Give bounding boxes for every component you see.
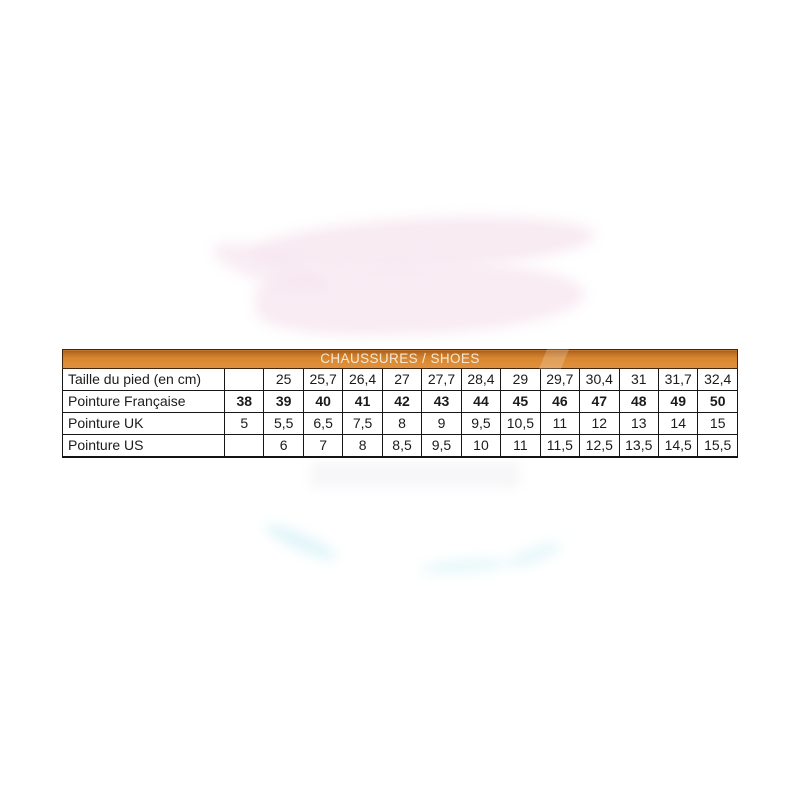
table-cell: 50	[697, 390, 738, 413]
table-cell: 43	[421, 390, 462, 413]
table-row: Pointure Française 38 39 40 41 42 43 44 45 46 47 48…	[62, 390, 738, 413]
table-cell: 13,5	[618, 434, 659, 458]
table-cell: 11	[500, 434, 541, 458]
table-cell: 8	[342, 434, 383, 458]
table-row: Pointure US 6 7 8 8,5 9,5 10 11 11,5 12,5 13,5 14,5…	[62, 434, 738, 458]
table-cell: 9,5	[421, 434, 462, 458]
table-title: CHAUSSURES / SHOES	[62, 349, 738, 369]
table-cell: 40	[302, 390, 344, 413]
table-cell: 5	[223, 412, 265, 435]
table-row: Pointure UK 5 5,5 6,5 7,5 8 9 9,5 10,5 11 12 13 14 15	[62, 412, 738, 435]
row-label: Pointure US	[62, 434, 225, 458]
table-cell: 14,5	[657, 434, 699, 458]
table-cell: 26,4	[342, 368, 383, 391]
table-cell: 30,4	[579, 368, 620, 391]
table-cell: 27	[381, 368, 423, 391]
row-label: Pointure UK	[62, 412, 225, 435]
table-cell: 29	[500, 368, 541, 391]
table-cell: 38	[223, 390, 265, 413]
table-cell: 39	[263, 390, 304, 413]
row-label: Pointure Française	[62, 390, 225, 413]
table-header-row: CHAUSSURES / SHOES	[62, 349, 738, 369]
table-cell: 10	[460, 434, 502, 458]
table-cell: 9	[421, 412, 462, 435]
watermark-cyan-wisp	[262, 518, 340, 566]
table-cell: 12	[579, 412, 620, 435]
table-cell: 10,5	[500, 412, 541, 435]
table-cell: 14	[657, 412, 699, 435]
table-cell: 15,5	[697, 434, 738, 458]
table-cell: 8,5	[381, 434, 423, 458]
table-cell: 47	[579, 390, 620, 413]
row-label: Taille du pied (en cm)	[62, 368, 225, 391]
table-cell: 32,4	[697, 368, 738, 391]
table-cell	[223, 368, 265, 391]
table-cell: 29,7	[539, 368, 581, 391]
table-cell: 8	[381, 412, 423, 435]
table-cell: 6	[263, 434, 304, 458]
watermark-ghost-text	[310, 462, 520, 488]
table-cell: 27,7	[421, 368, 462, 391]
table-cell: 28,4	[460, 368, 502, 391]
shoe-size-conversion-table: CHAUSSURES / SHOES Taille du pied (en cm…	[62, 349, 738, 458]
table-row: Taille du pied (en cm) 25 25,7 26,4 27 27,7 28…	[62, 368, 738, 391]
table-cell: 25,7	[302, 368, 344, 391]
table-cell: 9,5	[460, 412, 502, 435]
table-cell: 5,5	[263, 412, 304, 435]
table-cell	[223, 434, 265, 458]
table-cell: 31,7	[657, 368, 699, 391]
table-cell: 12,5	[579, 434, 620, 458]
table-cell: 15	[697, 412, 738, 435]
table-cell: 48	[618, 390, 659, 413]
table-cell: 46	[539, 390, 581, 413]
table-cell: 11,5	[539, 434, 581, 458]
table-cell: 44	[460, 390, 502, 413]
table-cell: 41	[342, 390, 383, 413]
table-cell: 7,5	[342, 412, 383, 435]
table-cell: 25	[263, 368, 304, 391]
table-cell: 31	[618, 368, 659, 391]
table-cell: 45	[500, 390, 541, 413]
table-cell: 7	[302, 434, 344, 458]
watermark-cyan-wisp	[419, 556, 509, 576]
watermark-pink-shape	[253, 256, 587, 340]
watermark-cyan-wisp	[504, 538, 564, 572]
table-cell: 11	[539, 412, 581, 435]
watermark-pink-arc	[248, 209, 597, 279]
watermark-pink-tail	[207, 232, 333, 302]
table-cell: 6,5	[302, 412, 344, 435]
table-cell: 49	[657, 390, 699, 413]
table-cell: 42	[381, 390, 423, 413]
table-cell: 13	[618, 412, 659, 435]
